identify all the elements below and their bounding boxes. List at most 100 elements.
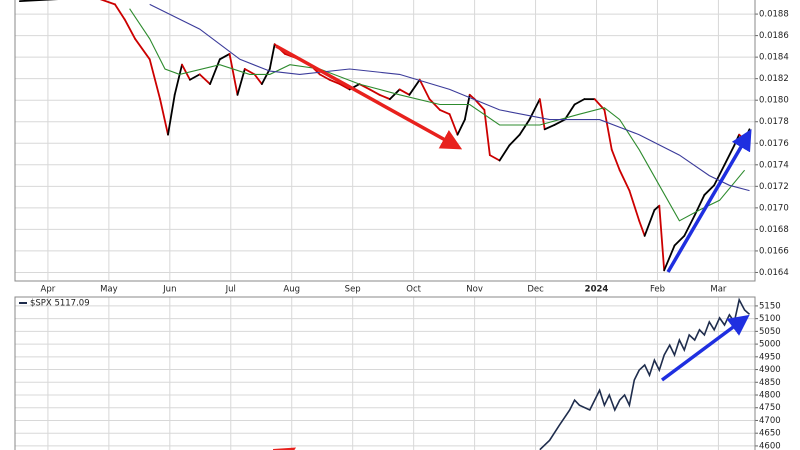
y-tick-label: 0.0186 (759, 31, 789, 41)
price-segment (658, 204, 666, 272)
y-tick-label: 5150 (759, 301, 781, 311)
price-segment (18, 0, 59, 3)
price-segment (438, 108, 451, 116)
price-segment (418, 78, 431, 101)
price-segment (268, 43, 276, 70)
price-segment (236, 68, 246, 96)
series-line (129, 8, 746, 222)
price-segment (114, 3, 126, 21)
price-segment (148, 58, 161, 101)
legend-label: $SPX 5117.09 (30, 299, 90, 309)
price-segment (543, 124, 556, 131)
x-tick-label: Aug (283, 285, 300, 295)
y-tick-label: 4700 (759, 416, 781, 426)
price-segment (483, 108, 491, 157)
y-tick-label: 0.0174 (759, 160, 789, 170)
price-segment (628, 189, 641, 222)
x-tick-label: Oct (406, 285, 421, 295)
y-tick-label: 0.0170 (759, 203, 789, 213)
series-line (539, 297, 751, 450)
price-segment (473, 98, 486, 111)
price-segment (198, 73, 211, 85)
upper-frame (14, 0, 756, 282)
y-tick-label: 0.0172 (759, 182, 789, 192)
x-tick-label: Dec (527, 285, 544, 295)
y-tick-label: 4800 (759, 391, 781, 401)
x-tick-label: Jun (162, 285, 176, 295)
x-tick-label: May (100, 285, 118, 295)
price-segment (338, 83, 351, 91)
y-tick-label: 0.0188 (759, 10, 789, 20)
y-tick-label: 0.0182 (759, 74, 789, 84)
price-segment (573, 98, 586, 106)
price-segment (563, 103, 576, 121)
trend-arrow (660, 314, 750, 382)
y-tick-label: 5000 (759, 340, 781, 350)
price-segment (463, 93, 471, 121)
x-tick-label: Nov (466, 285, 483, 295)
y-tick-label: 0.0166 (759, 246, 789, 256)
y-tick-label: 0.0168 (759, 225, 789, 235)
price-segment (398, 88, 411, 96)
price-segment (610, 148, 621, 172)
price-segment (228, 53, 239, 96)
price-segment (498, 144, 511, 162)
price-segment (683, 214, 696, 237)
price-segment (553, 118, 566, 126)
x-tick-label: Jul (225, 285, 236, 295)
price-segment (603, 108, 613, 151)
price-segment (713, 163, 726, 187)
y-tick-label: 5100 (759, 314, 781, 324)
y-tick-label: 4850 (759, 378, 781, 388)
price-segment (328, 78, 341, 85)
price-segment (99, 0, 116, 6)
price-segment (518, 118, 531, 136)
price-segment (181, 63, 191, 81)
price-segment (643, 209, 656, 237)
price-segment (167, 93, 176, 136)
plot-layer: Apr May Jun Jul Aug Sep Oct Nov Dec 2024 Feb Mar 0.0… (15, 0, 789, 450)
price-segment (468, 93, 476, 101)
price-segment (673, 234, 686, 247)
price-segment (388, 88, 401, 101)
price-segment (209, 58, 221, 85)
y-tick-label: 5050 (759, 327, 781, 337)
y-tick-label: 0.0164 (759, 268, 789, 278)
x-tick-label: Apr (41, 285, 56, 295)
price-segment (488, 154, 501, 162)
price-segment (123, 18, 136, 40)
y-tick-label: 0.0184 (759, 53, 789, 63)
price-segment (218, 53, 231, 61)
trend-arrow (275, 44, 463, 150)
price-segment (243, 68, 256, 76)
trend-arrow (666, 128, 752, 273)
y-tick-label: 4600 (759, 441, 781, 450)
price-segment (318, 73, 331, 81)
price-segment (189, 73, 201, 81)
x-tick-label: Feb (650, 285, 665, 295)
y-tick-label: 0.0176 (759, 139, 789, 149)
price-segment (368, 88, 381, 96)
price-segment (408, 78, 421, 96)
x-tick-label: Mar (710, 285, 727, 295)
price-segment (508, 133, 521, 147)
y-tick-label: 0.0180 (759, 96, 789, 106)
price-segment (253, 73, 263, 85)
y-tick-label: 4900 (759, 365, 781, 375)
y-tick-label: 4750 (759, 403, 781, 413)
price-segment (159, 98, 169, 136)
price-segment (638, 219, 646, 237)
y-tick-label: 4950 (759, 352, 781, 362)
price-segment (663, 244, 676, 272)
price-segment (703, 184, 716, 196)
y-tick-label: 4650 (759, 429, 781, 439)
price-segment (260, 68, 271, 85)
x-tick-label: 2024 (585, 285, 609, 295)
price-segment (134, 37, 151, 61)
price-segment (173, 63, 183, 96)
series-line (149, 3, 750, 192)
y-tick-label: 0.0178 (759, 117, 789, 127)
price-segment (378, 93, 391, 101)
